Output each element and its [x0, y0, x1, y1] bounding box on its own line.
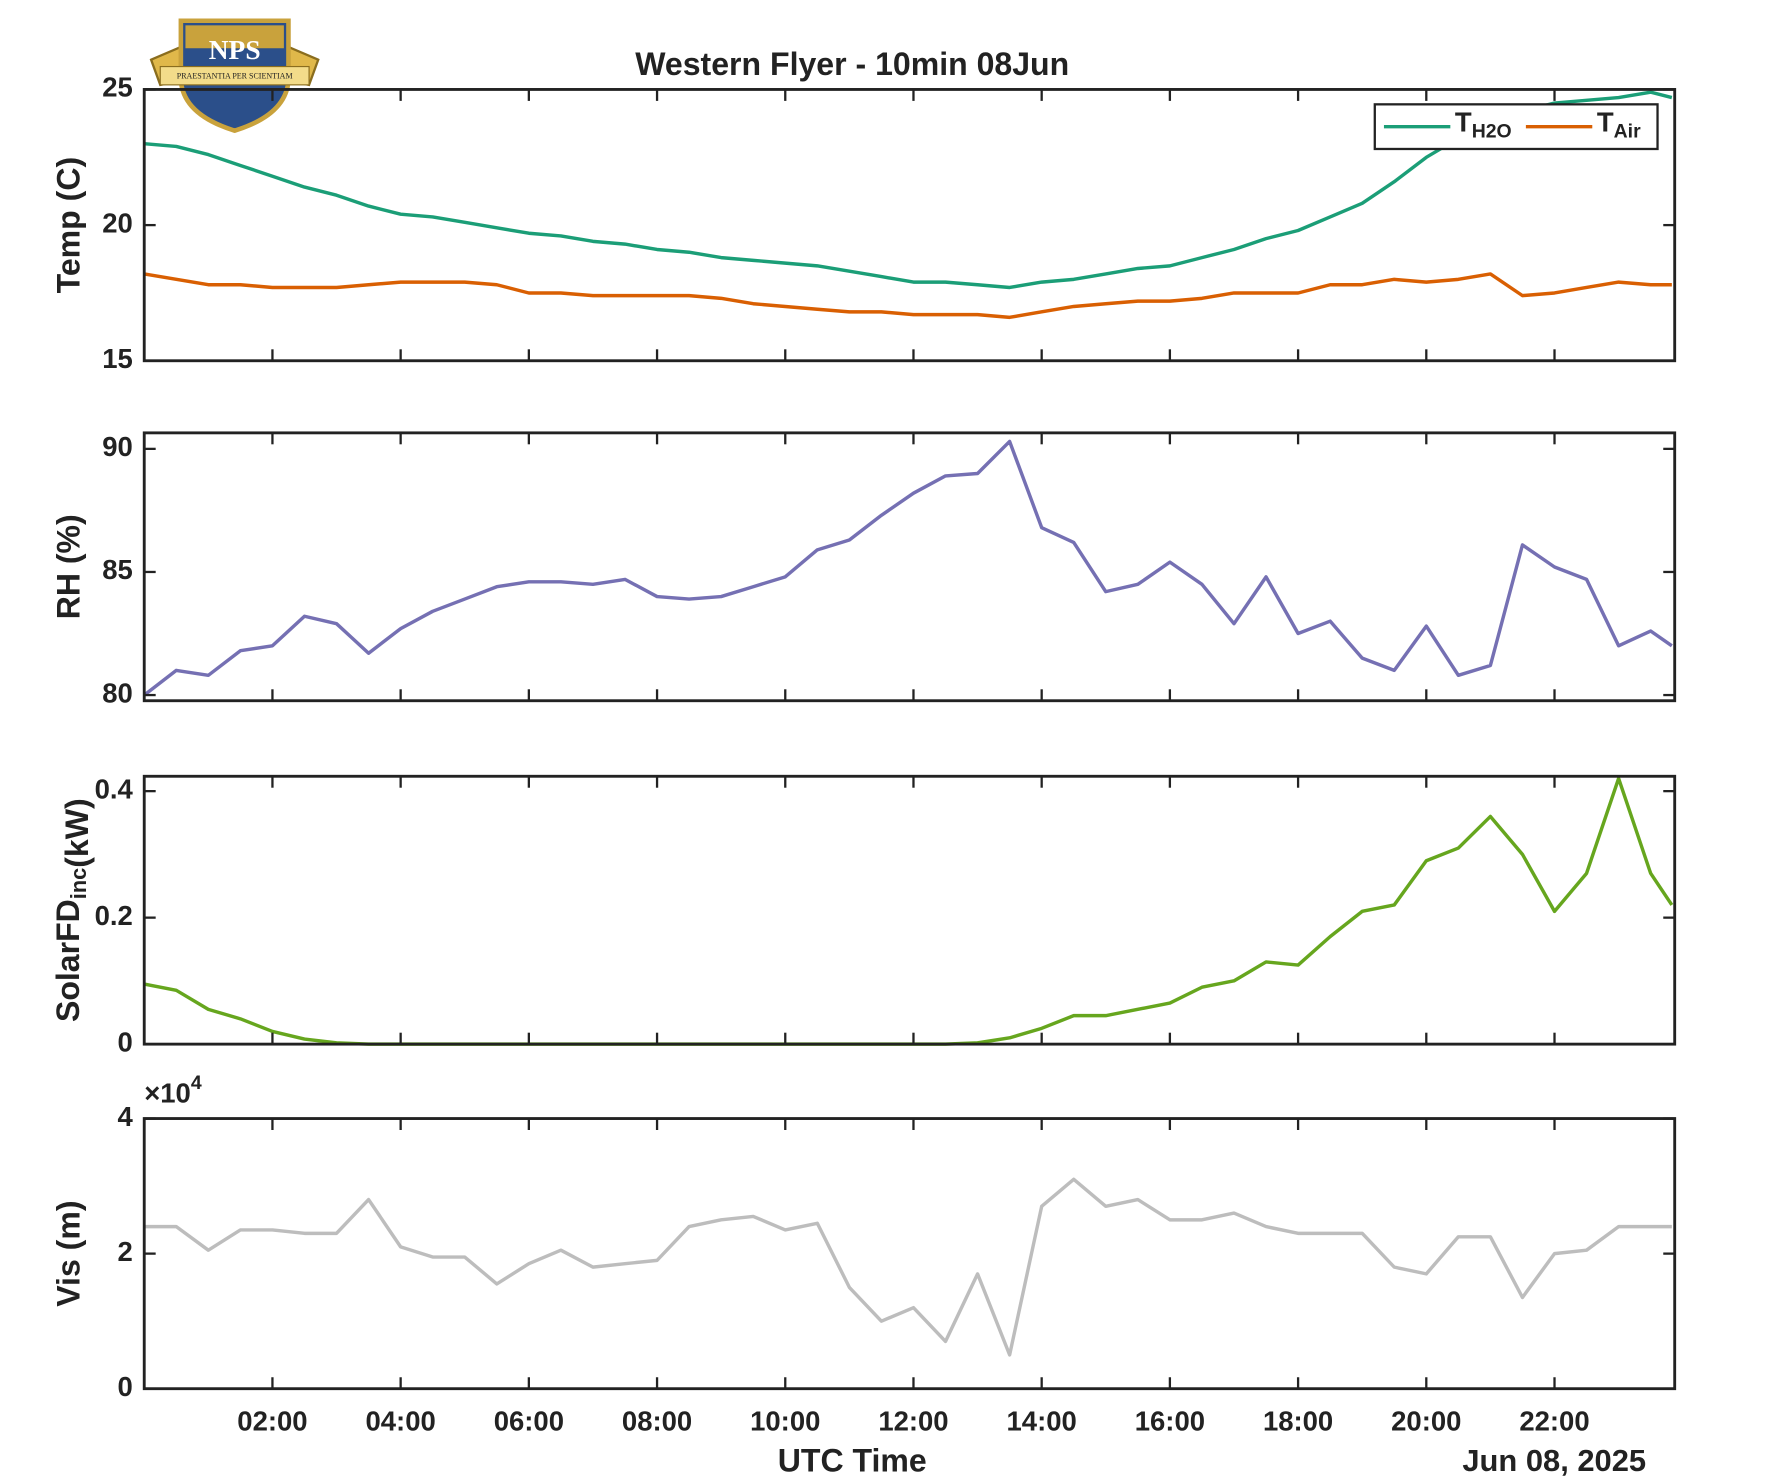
y-tick-label: 25	[102, 72, 133, 103]
y-multiplier-exponent: 4	[191, 1072, 202, 1094]
y-tick-label: 0.2	[95, 900, 133, 931]
chart-title: Western Flyer - 10min 08Jun	[635, 46, 1069, 82]
x-tick-label: 20:00	[1391, 1405, 1461, 1436]
legend-label: TAir	[1597, 107, 1641, 143]
series-line	[143, 272, 1672, 320]
axes-box	[142, 774, 1677, 1046]
y-axis-label: Temp (C)	[50, 157, 86, 293]
x-tick-label: 22:00	[1519, 1405, 1589, 1436]
y-axis-label: RH (%)	[50, 514, 86, 619]
logo: NPS PRAESTANTIA PER SCIENTIAM	[149, 18, 320, 134]
x-tick-label: 08:00	[622, 1405, 692, 1436]
y-tick-label: 20	[102, 207, 133, 238]
y-tick-label: 0.4	[95, 773, 134, 804]
legend-label-text: T	[1455, 107, 1472, 138]
y-tick-label: 90	[102, 431, 133, 462]
y-axis-label: SolarFDinc(kW)	[50, 798, 95, 1022]
x-tick-label: 16:00	[1135, 1405, 1205, 1436]
x-tick-label: 02:00	[237, 1405, 307, 1436]
legend-label-text: T	[1597, 107, 1614, 138]
x-axis-label: UTC Time	[778, 1443, 927, 1477]
logo-band	[185, 25, 284, 49]
legend-label-sub: H2O	[1472, 121, 1512, 143]
y-tick-label: 4	[118, 1101, 134, 1132]
y-tick-label: 85	[102, 554, 133, 585]
y-axis-label-sub: inc	[66, 868, 91, 899]
y-axis-label-text: SolarFD	[50, 899, 86, 1022]
series-line	[143, 776, 1674, 1046]
y-tick-label: 0	[118, 1371, 133, 1402]
logo-text: NPS	[209, 35, 261, 65]
y-multiplier: ×104	[144, 1072, 202, 1109]
y-multiplier-base: ×10	[144, 1078, 191, 1109]
y-axis-label-unit: (kW)	[60, 798, 96, 867]
logo-ribbon	[159, 65, 310, 86]
x-tick-label: 12:00	[878, 1405, 948, 1436]
y-axis-label: Vis (m)	[50, 1200, 86, 1306]
x-tick-label: 04:00	[366, 1405, 436, 1436]
y-tick-label: 0	[118, 1026, 133, 1057]
axes-box	[142, 431, 1677, 703]
x-tick-label: 14:00	[1007, 1405, 1077, 1436]
series-line	[144, 90, 1673, 290]
legend-label: TH2O	[1455, 107, 1512, 143]
x-tick-label: 06:00	[494, 1405, 564, 1436]
x-tick-label: 10:00	[750, 1405, 820, 1436]
series-line	[144, 1177, 1672, 1357]
legend-label-sub: Air	[1614, 121, 1641, 143]
y-tick-label: 15	[102, 343, 133, 374]
date-annotation: Jun 08, 2025	[1462, 1443, 1646, 1477]
y-tick-label: 80	[102, 677, 133, 708]
logo-motto: PRAESTANTIA PER SCIENTIAM	[177, 72, 293, 81]
y-tick-label: 2	[118, 1236, 133, 1267]
series-line	[143, 439, 1673, 697]
x-tick-label: 18:00	[1263, 1405, 1333, 1436]
